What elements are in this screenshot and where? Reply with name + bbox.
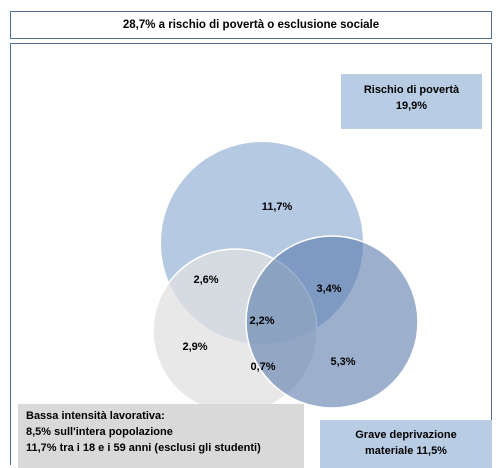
chart-title-box: 28,7% a rischio di povertà o esclusione … bbox=[10, 11, 492, 39]
material-deprivation-value: materiale 11,5% bbox=[365, 445, 447, 457]
region-label-work-only: 2,9% bbox=[182, 341, 207, 353]
region-label-deprivation-only: 5,3% bbox=[330, 356, 355, 368]
low-work-intensity-age: 11,7% tra i 18 e i 59 anni (esclusi gli … bbox=[26, 442, 261, 454]
region-label-poverty-deprivation: 3,4% bbox=[316, 283, 341, 295]
deprivation-circle bbox=[245, 235, 419, 409]
region-label-poverty-work: 2,6% bbox=[193, 274, 218, 286]
poverty-risk-title: Rischio di povertà bbox=[363, 84, 460, 96]
diagram-frame bbox=[10, 43, 492, 465]
low-work-intensity-label: Bassa intensità lavorativa: 8,5% sull'in… bbox=[18, 404, 304, 468]
poverty-risk-value: 19,9% bbox=[395, 100, 428, 112]
low-work-intensity-title: Bassa intensità lavorativa: bbox=[26, 410, 165, 422]
region-label-all-three: 2,2% bbox=[249, 315, 274, 327]
low-work-intensity-total: 8,5% sull'intera popolazione bbox=[26, 426, 173, 438]
material-deprivation-label: Grave deprivazione materiale 11,5% bbox=[320, 420, 492, 468]
material-deprivation-title: Grave deprivazione bbox=[355, 429, 457, 441]
region-label-work-deprivation: 0,7% bbox=[250, 361, 275, 373]
poverty-risk-label: Rischio di povertà 19,9% bbox=[341, 74, 482, 129]
region-label-poverty-only: 11,7% bbox=[262, 201, 293, 213]
chart-title: 28,7% a rischio di povertà o esclusione … bbox=[122, 19, 380, 31]
